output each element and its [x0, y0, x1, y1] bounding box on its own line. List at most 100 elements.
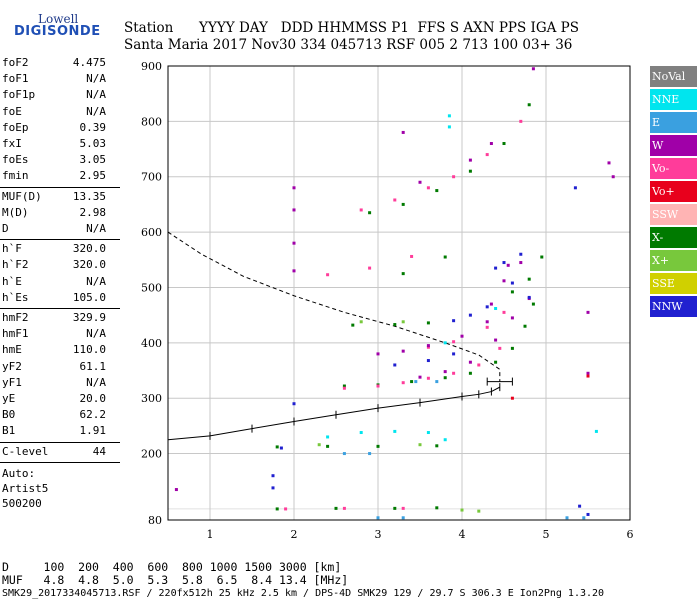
param-value: 61.1: [79, 359, 107, 373]
echo-point-nnw: [426, 359, 430, 363]
echo-point-vo: [426, 376, 430, 380]
echo-point-x: [510, 290, 514, 294]
echo-point-nnw: [510, 281, 514, 285]
echo-point-nnw: [292, 402, 296, 406]
echo-point-vo: [401, 506, 405, 510]
legend-item-x: X+: [650, 250, 697, 271]
x-tick-label: 5: [543, 528, 550, 540]
param-ye: yE 20.0: [2, 392, 106, 406]
echo-point-nnw: [519, 252, 523, 256]
param-foe: foE N/A: [2, 105, 106, 119]
echo-point-vo: [410, 254, 414, 258]
echo-point-vo: [452, 371, 456, 375]
y-tick-label: 800: [141, 115, 162, 128]
legend: NoVal NNE E W Vo- Vo+ SSW X- X+ SSE NNW: [650, 66, 697, 319]
param-value: 2.95: [79, 169, 107, 183]
autoscaling-info: 500200: [2, 496, 42, 510]
param-value: 320.0: [72, 242, 106, 256]
autoscaling-info: Artist5: [2, 481, 49, 495]
echo-point-vo: [393, 198, 397, 202]
param-label: foF2: [2, 56, 29, 69]
echo-point-vo: [498, 346, 502, 350]
param-label: foEs: [2, 153, 29, 167]
echo-point-x: [426, 321, 430, 325]
y-tick-label: 500: [141, 281, 162, 294]
echo-point-nne: [359, 431, 363, 435]
param-value: 62.2: [79, 408, 107, 422]
param-he: h`E N/A: [2, 275, 106, 289]
echo-point-x: [376, 444, 380, 448]
echo-point-nnw: [502, 261, 506, 265]
echo-point-x: [401, 202, 405, 206]
echo-point-e: [435, 380, 439, 384]
echo-point-w: [292, 241, 296, 245]
x-tick-label: 6: [627, 528, 634, 540]
param-label: B0: [2, 408, 16, 422]
echo-point-x: [435, 189, 439, 193]
param-label: hmF1: [2, 327, 29, 341]
param-hme: hmE 110.0: [2, 343, 106, 357]
echo-point-x: [359, 320, 363, 324]
echo-point-nnw: [485, 305, 489, 309]
echo-point-x: [401, 272, 405, 276]
panel-separator: [0, 461, 120, 463]
echo-point-x: [468, 371, 472, 375]
echo-point-w: [292, 208, 296, 212]
echo-point-nne: [494, 307, 498, 311]
param-b1: B1 1.91: [2, 424, 106, 438]
legend-item-vo: Vo-: [650, 158, 697, 179]
param-value: 0.39: [79, 120, 107, 134]
echo-point-x: [435, 444, 439, 448]
param-label: MUF(D): [2, 189, 42, 203]
echo-point-w: [506, 263, 510, 267]
echo-point-nnw: [452, 319, 456, 323]
echo-point-vo: [502, 310, 506, 314]
echo-point-w: [418, 375, 422, 379]
param-value: N/A: [86, 327, 106, 341]
echo-point-w: [502, 279, 506, 283]
echo-point-w: [586, 371, 590, 375]
y-tick-label: 80: [148, 514, 162, 527]
echo-point-nne: [393, 429, 397, 433]
legend-item-noval: NoVal: [650, 66, 697, 87]
param-value: N/A: [86, 274, 106, 288]
echo-point-w: [510, 316, 514, 320]
param-label: fxI: [2, 137, 22, 150]
echo-point-vo: [376, 384, 380, 388]
param-yf2: yF2 61.1: [2, 360, 106, 374]
echo-point-x: [342, 384, 346, 388]
echo-point-w: [376, 352, 380, 356]
echo-point-vo: [342, 386, 346, 390]
echo-point-w: [489, 142, 493, 146]
param-label: yF2: [2, 359, 22, 373]
param-fof1p: foF1p N/A: [2, 88, 106, 102]
legend-item-nne: NNE: [650, 89, 697, 110]
param-d: D N/A: [2, 222, 106, 236]
param-value: N/A: [86, 72, 106, 86]
legend-item-ssw: SSW: [650, 204, 697, 225]
legend-item-x: X-: [650, 227, 697, 248]
echo-point-x: [418, 443, 422, 447]
echo-point-nnw: [494, 266, 498, 270]
param-label: h`Es: [2, 290, 29, 304]
echo-point-x: [523, 324, 527, 328]
echo-point-vo: [359, 208, 363, 212]
param-fof1: foF1 N/A: [2, 72, 106, 86]
param-label: h`F2: [2, 258, 29, 272]
param-fxi: fxI 5.03: [2, 137, 106, 151]
legend-item-vo: Vo+: [650, 181, 697, 202]
param-label: C-level: [2, 444, 49, 458]
echo-point-x: [435, 506, 439, 510]
param-value: N/A: [86, 88, 106, 102]
echo-point-w: [494, 338, 498, 342]
x-tick-label: 1: [207, 528, 214, 540]
param-value: 2.98: [79, 205, 107, 219]
header-values: Santa Maria 2017 Nov30 334 045713 RSF 00…: [124, 37, 573, 53]
echo-point-vo: [485, 325, 489, 329]
param-label: D: [2, 222, 9, 235]
echo-point-nne: [447, 125, 451, 129]
echo-point-w: [586, 310, 590, 314]
y-tick-label: 300: [141, 392, 162, 405]
echo-point-vo: [452, 175, 456, 179]
autoscaling-info: Auto:: [2, 466, 36, 480]
